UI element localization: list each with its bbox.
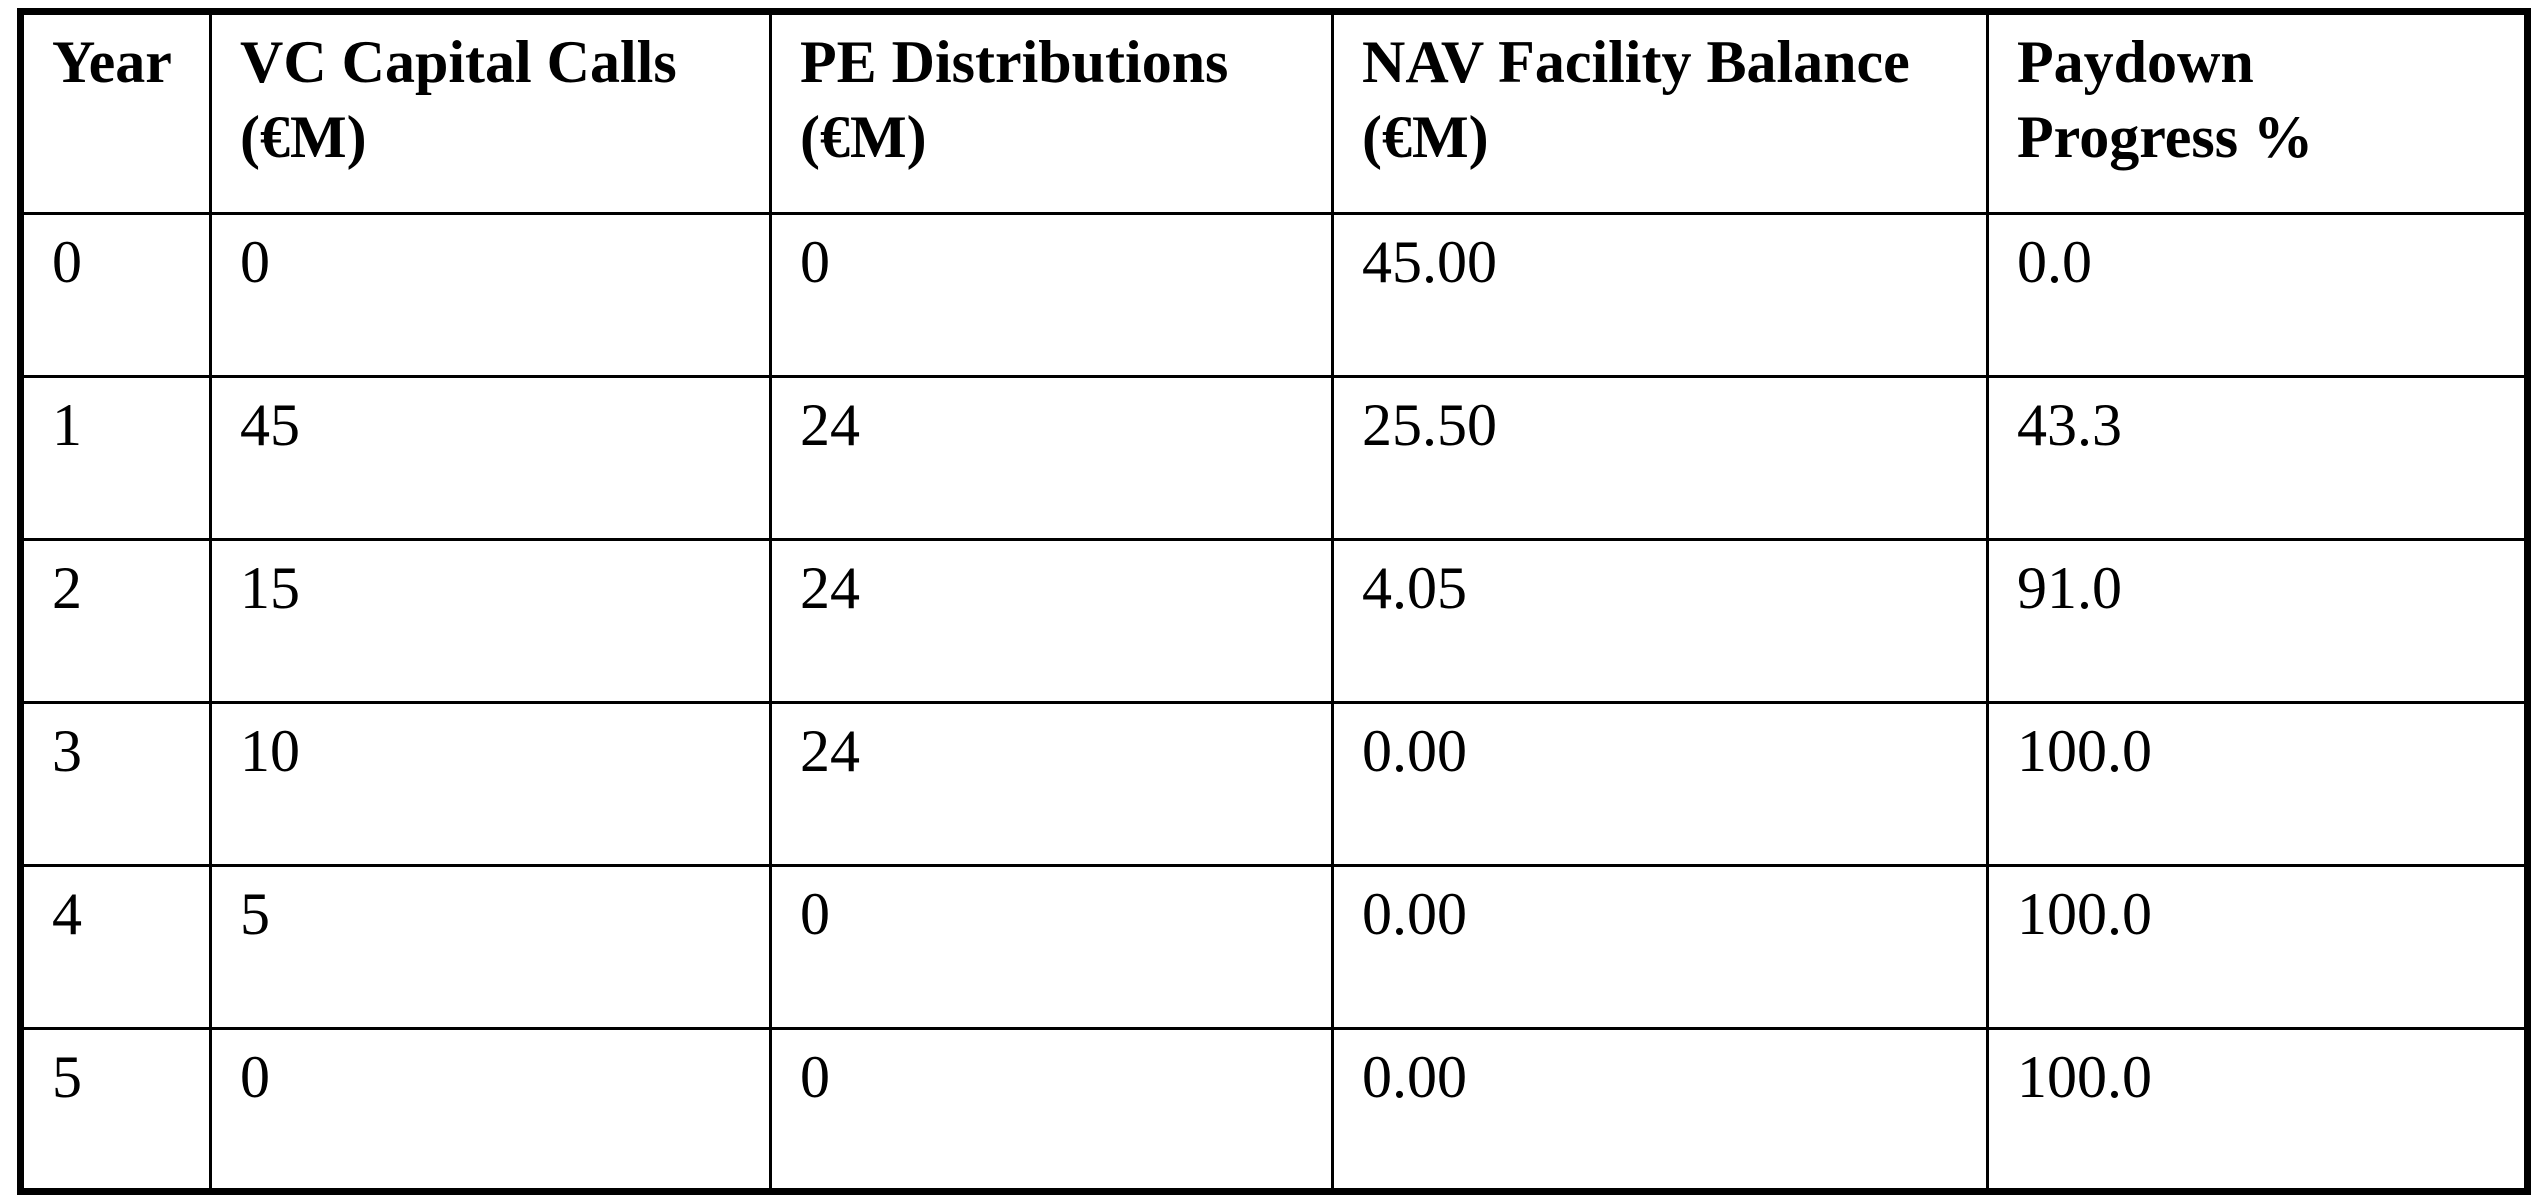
column-header-label: PE Distributions (€M) xyxy=(800,29,1229,170)
table-cell: 43.3 xyxy=(1986,375,2529,541)
table-cell: 4.05 xyxy=(1331,538,1989,704)
column-header-label: VC Capital Calls (€M) xyxy=(240,29,677,170)
table-row-year-4: 4 5 0 0.00 100.0 xyxy=(19,864,2529,1030)
column-header-pe-distributions: PE Distributions (€M) xyxy=(769,10,1334,215)
table-row-year-3: 3 10 24 0.00 100.0 xyxy=(19,701,2529,867)
nav-facility-paydown-table: Year VC Capital Calls (€M) PE Distributi… xyxy=(17,8,2531,1195)
table-row-year-0: 0 0 0 45.00 0.0 xyxy=(19,212,2529,378)
table-cell: 0 xyxy=(769,1027,1334,1193)
table-cell: 0 xyxy=(769,212,1334,378)
table-cell: 0 xyxy=(19,212,212,378)
table-cell: 24 xyxy=(769,701,1334,867)
table-cell: 15 xyxy=(209,538,772,704)
column-header-nav-facility-balance: NAV Facility Balance (€M) xyxy=(1331,10,1989,215)
table-cell: 91.0 xyxy=(1986,538,2529,704)
table-cell: 5 xyxy=(19,1027,212,1193)
table-cell: 4 xyxy=(19,864,212,1030)
table-cell: 24 xyxy=(769,375,1334,541)
column-header-label: Paydown Progress % xyxy=(2017,29,2314,170)
table-cell: 24 xyxy=(769,538,1334,704)
table-cell: 0 xyxy=(209,1027,772,1193)
table-cell: 0.00 xyxy=(1331,1027,1989,1193)
table-cell: 45.00 xyxy=(1331,212,1989,378)
table-cell: 1 xyxy=(19,375,212,541)
column-header-paydown-progress: Paydown Progress % xyxy=(1986,10,2529,215)
column-header-label: Year xyxy=(52,29,172,95)
column-header-year: Year xyxy=(19,10,212,215)
table-cell: 0 xyxy=(769,864,1334,1030)
table-cell: 3 xyxy=(19,701,212,867)
table-cell: 100.0 xyxy=(1986,701,2529,867)
table-cell: 100.0 xyxy=(1986,1027,2529,1193)
table-row-year-1: 1 45 24 25.50 43.3 xyxy=(19,375,2529,541)
table-row-year-2: 2 15 24 4.05 91.0 xyxy=(19,538,2529,704)
table-row-year-5: 5 0 0 0.00 100.0 xyxy=(19,1027,2529,1193)
table-cell: 0.00 xyxy=(1331,701,1989,867)
table-cell: 0.0 xyxy=(1986,212,2529,378)
column-header-vc-capital-calls: VC Capital Calls (€M) xyxy=(209,10,772,215)
header-row: Year VC Capital Calls (€M) PE Distributi… xyxy=(19,10,2529,215)
table-cell: 100.0 xyxy=(1986,864,2529,1030)
table-cell: 5 xyxy=(209,864,772,1030)
table-cell: 2 xyxy=(19,538,212,704)
table-cell: 25.50 xyxy=(1331,375,1989,541)
table-cell: 0 xyxy=(209,212,772,378)
table-cell: 10 xyxy=(209,701,772,867)
table-cell: 45 xyxy=(209,375,772,541)
table-cell: 0.00 xyxy=(1331,864,1989,1030)
column-header-label: NAV Facility Balance (€M) xyxy=(1362,29,1910,170)
